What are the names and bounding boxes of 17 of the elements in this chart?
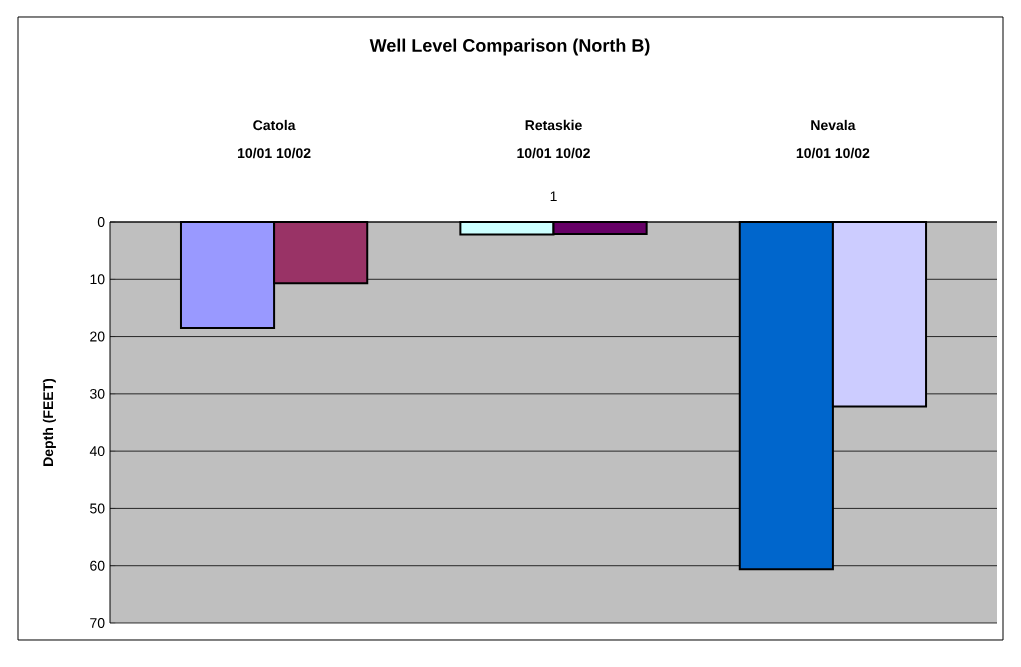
y-tick-label: 20 — [90, 331, 105, 342]
y-tick-label: 40 — [89, 446, 105, 457]
y-tick-label: 70 — [90, 618, 105, 628]
y-tick-label: 60 — [90, 560, 105, 571]
text: 10/01 10/02 — [517, 147, 590, 159]
text: Catola — [253, 119, 296, 131]
x-tick-label: 1 — [550, 191, 557, 202]
y-tick-label: 0 — [97, 217, 105, 227]
chart-title: Well Level Comparison (North B) — [369, 38, 650, 56]
text: 10/01 10/02 — [238, 147, 311, 159]
y-tick-label: 30 — [90, 388, 105, 399]
y-axis-title: Depth (FEET) — [42, 378, 56, 466]
text: 10/01 10/02 — [796, 147, 870, 159]
text: Nevala — [811, 119, 856, 131]
y-tick-label: 50 — [90, 503, 105, 514]
text: Retaskie — [525, 119, 582, 131]
y-tick-label: 10 — [90, 274, 105, 285]
